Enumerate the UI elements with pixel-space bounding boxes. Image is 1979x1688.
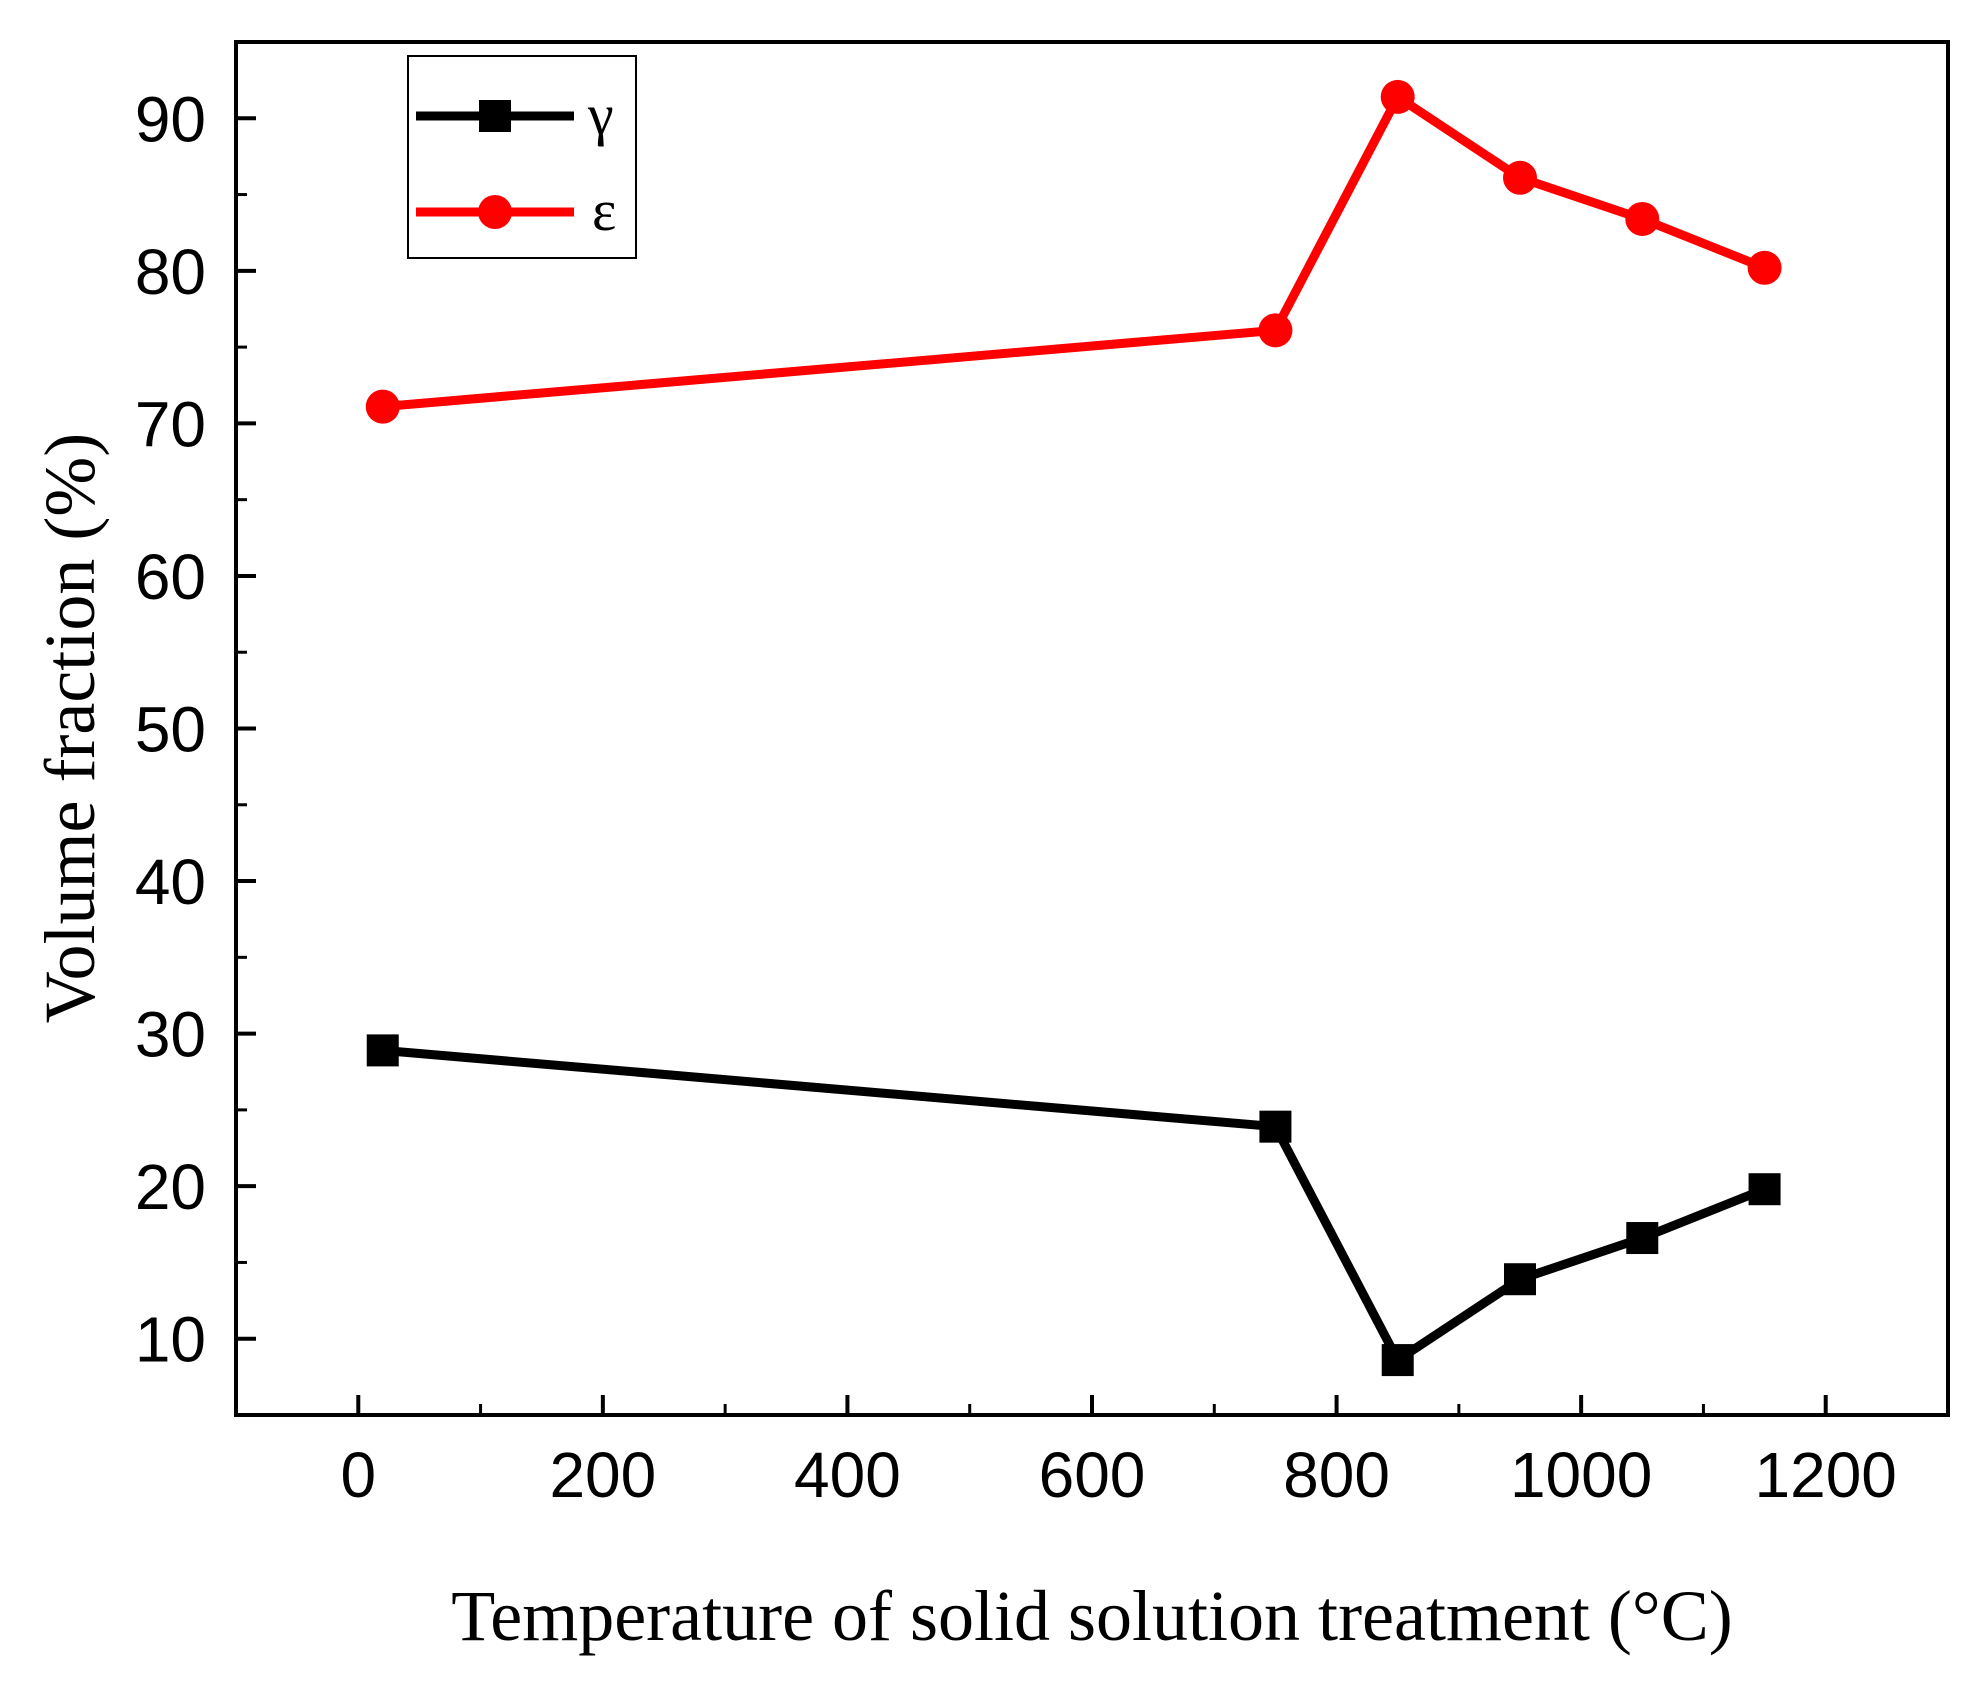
series-line-0 (382, 1045, 1767, 1365)
legend-marker-gamma (479, 100, 511, 132)
data-point (365, 389, 400, 424)
y-tick-label: 80 (135, 236, 206, 308)
y-tick-label: 70 (135, 388, 206, 460)
data-point (1381, 1344, 1414, 1377)
x-tick-label: 1000 (1510, 1439, 1652, 1511)
data-point (1504, 1263, 1536, 1296)
legend-label-epsilon: ε (592, 178, 616, 243)
x-tick-label: 1200 (1755, 1439, 1897, 1511)
y-axis-title: Volume fraction (%) (30, 433, 110, 1023)
x-tick-label: 600 (1039, 1439, 1146, 1511)
data-point (1625, 201, 1660, 236)
legend-box (407, 55, 637, 259)
data-point (1259, 1110, 1292, 1143)
legend: γ ε (407, 55, 637, 259)
x-axis: 0 200 400 600 800 1000 1200 (340, 1395, 1897, 1511)
series-layer (365, 79, 1782, 1377)
y-tick-label: 60 (135, 541, 206, 613)
data-point (366, 1034, 399, 1067)
x-tick-label: 400 (794, 1439, 901, 1511)
x-tick-label: 800 (1283, 1439, 1390, 1511)
data-point (1258, 313, 1293, 348)
data-point (1503, 160, 1537, 195)
data-point (1747, 250, 1782, 285)
series-line-1 (382, 92, 1767, 412)
y-axis: 10 20 30 40 50 60 70 80 90 (135, 83, 256, 1376)
data-point (1748, 1173, 1781, 1206)
legend-marker-epsilon (478, 195, 512, 229)
y-tick-label: 90 (135, 83, 206, 155)
y-tick-label: 30 (135, 999, 206, 1071)
legend-label-gamma: γ (587, 82, 614, 147)
y-tick-label: 20 (135, 1151, 206, 1223)
data-point (1626, 1222, 1659, 1255)
x-tick-label: 200 (549, 1439, 656, 1511)
y-tick-label: 50 (135, 694, 206, 766)
x-tick-label: 0 (340, 1439, 376, 1511)
data-point (1380, 79, 1415, 114)
y-tick-label: 40 (135, 846, 206, 918)
x-axis-title: Temperature of solid solution treatment … (451, 1576, 1732, 1656)
y-tick-label: 10 (135, 1304, 206, 1376)
